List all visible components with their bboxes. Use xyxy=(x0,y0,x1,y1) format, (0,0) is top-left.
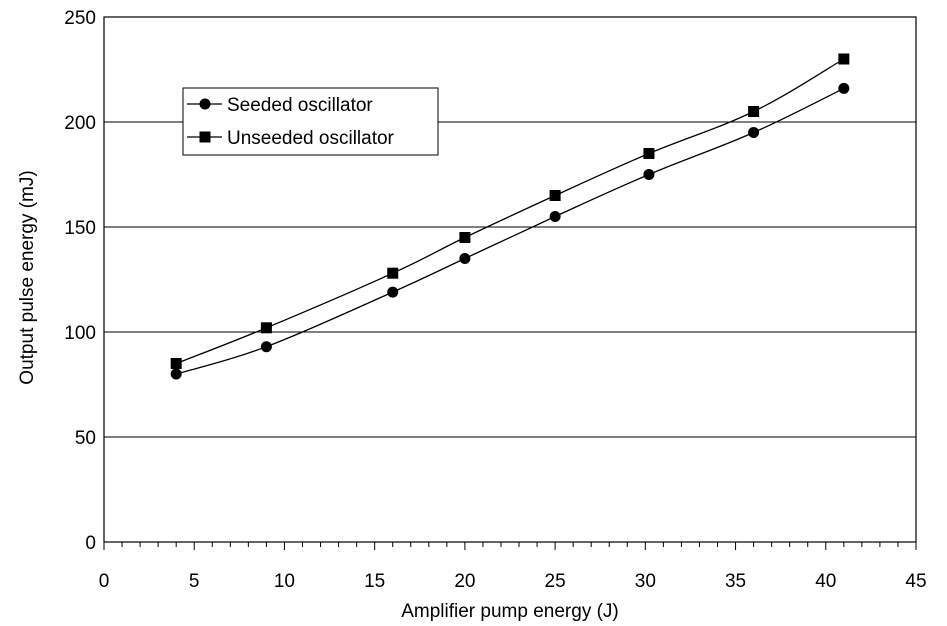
legend-entry-unseeded: Unseeded oscillator xyxy=(187,128,395,149)
legend-marker-unseeded xyxy=(199,131,211,143)
x-tick-label: 25 xyxy=(545,571,566,592)
data-point-seeded xyxy=(748,127,760,138)
tick-marks xyxy=(103,542,917,550)
y-tick-label: 50 xyxy=(75,428,96,449)
data-point-unseeded xyxy=(748,106,760,117)
data-point-seeded xyxy=(643,169,655,180)
legend-box xyxy=(182,87,439,156)
y-tick-label: 250 xyxy=(64,8,96,29)
x-tick-label: 0 xyxy=(99,571,110,592)
legend-entry-seeded: Seeded oscillator xyxy=(187,95,373,116)
data-point-seeded xyxy=(387,286,399,298)
x-axis-title: Amplifier pump energy (J) xyxy=(401,601,619,622)
data-point-unseeded xyxy=(459,232,471,243)
series-unseeded xyxy=(170,53,850,369)
series xyxy=(170,53,850,380)
y-tick-label: 150 xyxy=(64,218,96,239)
series-line-unseeded xyxy=(175,58,845,365)
y-tick-label: 100 xyxy=(64,323,96,344)
y-tick-labels: 0 50 100 150 200 250 xyxy=(64,8,96,554)
grid-lines xyxy=(104,121,916,438)
series-seeded xyxy=(170,82,850,380)
data-point-unseeded xyxy=(838,53,850,65)
x-tick-label: 15 xyxy=(364,571,385,592)
plot-frame xyxy=(103,16,917,543)
legend-label-seeded: Seeded oscillator xyxy=(227,95,373,116)
series-line-seeded xyxy=(175,87,845,375)
data-point-unseeded xyxy=(170,358,182,369)
x-tick-label: 30 xyxy=(635,571,656,592)
data-point-seeded xyxy=(459,253,471,264)
axes xyxy=(103,16,917,543)
data-point-seeded xyxy=(170,368,182,380)
legend-label-unseeded: Unseeded oscillator xyxy=(227,128,395,149)
x-tick-label: 40 xyxy=(815,571,836,592)
data-point-seeded xyxy=(549,211,561,222)
x-tick-label: 5 xyxy=(189,571,200,592)
y-axis-title: Output pulse energy (mJ) xyxy=(17,170,38,384)
x-tick-labels: 0 5 10 15 20 25 30 35 40 45 xyxy=(99,571,927,592)
x-tick-label: 35 xyxy=(725,571,746,592)
legend-marker-seeded xyxy=(199,98,211,110)
y-tick-label: 200 xyxy=(64,113,96,134)
data-point-unseeded xyxy=(549,190,561,201)
data-point-seeded xyxy=(260,341,272,353)
y-tick-label: 0 xyxy=(85,533,96,554)
data-point-unseeded xyxy=(260,322,272,334)
data-point-seeded xyxy=(838,82,850,94)
x-tick-label: 20 xyxy=(454,571,475,592)
x-tick-label: 10 xyxy=(274,571,295,592)
legend: Seeded oscillator Unseeded oscillator xyxy=(182,87,439,156)
data-point-unseeded xyxy=(387,267,399,279)
x-tick-label: 45 xyxy=(905,571,926,592)
data-point-unseeded xyxy=(643,148,655,159)
